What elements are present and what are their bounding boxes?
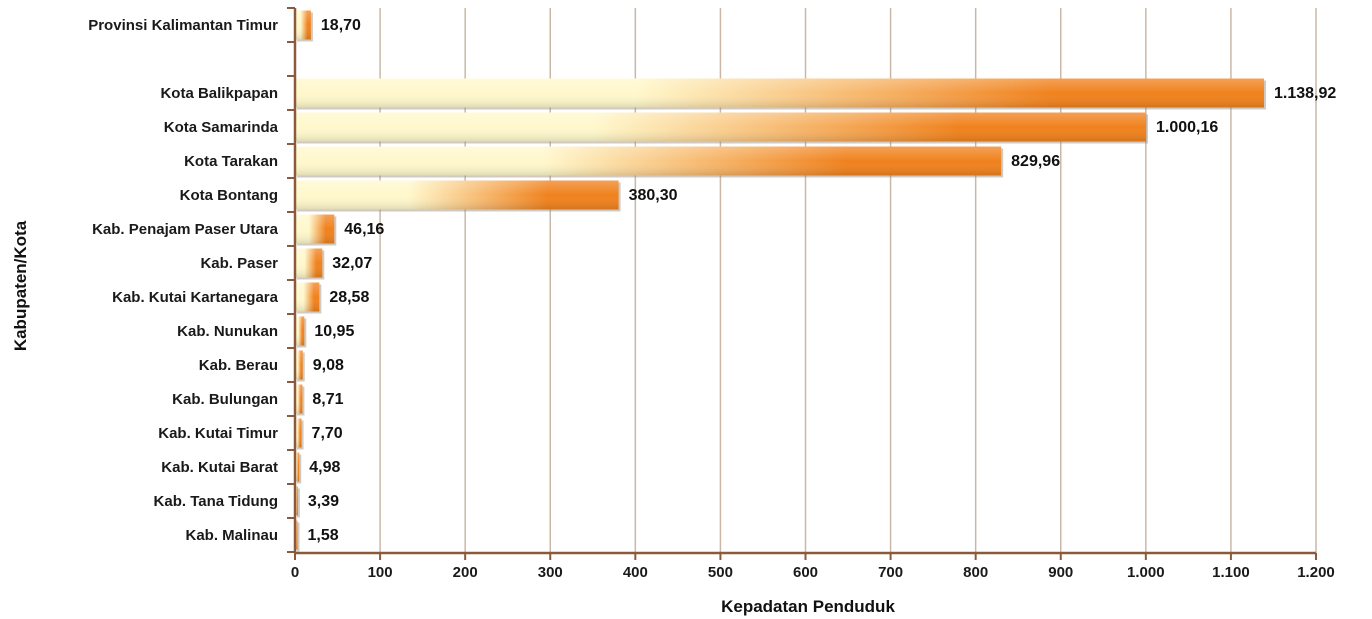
category-label: Kab. Kutai Barat	[161, 459, 278, 476]
value-label: 18,70	[321, 17, 361, 34]
category-label: Kota Bontang	[180, 187, 278, 204]
x-tick-label: 700	[878, 564, 903, 581]
category-label: Kota Balikpapan	[160, 85, 278, 102]
x-axis-title: Kepadatan Penduduk	[721, 597, 895, 616]
labels-layer: 0 100 200 300 400 500 600 700 800 900 1.000 1.100 1.…	[88, 17, 1336, 581]
x-tick-label: 900	[1048, 564, 1073, 581]
category-label: Kota Samarinda	[164, 119, 279, 136]
category-label: Kab. Berau	[199, 357, 278, 374]
category-label: Provinsi Kalimantan Timur	[88, 17, 278, 34]
category-label: Kab. Tana Tidung	[154, 493, 278, 510]
bar-shadow	[297, 522, 300, 552]
bar-highlight	[295, 180, 619, 210]
category-label: Kab. Bulungan	[172, 391, 278, 408]
value-label: 829,96	[1011, 153, 1060, 170]
category-label: Kab. Nunukan	[177, 323, 278, 340]
bar-shadow	[297, 488, 300, 518]
bar-highlight	[295, 350, 303, 380]
value-label: 9,08	[313, 357, 344, 374]
x-tick-label: 800	[963, 564, 988, 581]
bar-highlight	[295, 418, 302, 448]
category-label: Kab. Kutai Kartanegara	[112, 289, 279, 306]
x-tick-label: 300	[538, 564, 563, 581]
bar-highlight	[295, 146, 1002, 176]
axis-layer	[287, 7, 1317, 560]
value-label: 1.138,92	[1274, 85, 1336, 102]
x-tick-label: 1.000	[1127, 564, 1165, 581]
x-tick-label: 200	[453, 564, 478, 581]
x-tick-label: 500	[708, 564, 733, 581]
category-label: Kab. Penajam Paser Utara	[92, 221, 279, 238]
bar-highlight	[295, 384, 303, 414]
value-label: 46,16	[344, 221, 384, 238]
x-tick-label: 1.200	[1297, 564, 1335, 581]
value-label: 4,98	[309, 459, 340, 476]
category-label: Kab. Malinau	[185, 527, 278, 544]
value-label: 7,70	[312, 425, 343, 442]
bar-highlight	[295, 486, 298, 516]
x-tick-label: 100	[368, 564, 393, 581]
value-label: 1.000,16	[1156, 119, 1218, 136]
value-label: 1,58	[308, 527, 339, 544]
value-label: 32,07	[332, 255, 372, 272]
value-label: 3,39	[308, 493, 339, 510]
bar-highlight	[295, 316, 305, 346]
value-label: 380,30	[629, 187, 678, 204]
value-label: 8,71	[312, 391, 343, 408]
category-label: Kota Tarakan	[184, 153, 278, 170]
bar-highlight	[295, 10, 311, 40]
bar-highlight	[295, 282, 320, 312]
bar-highlight	[295, 112, 1146, 142]
bar-highlight	[295, 214, 335, 244]
bars-layer	[295, 10, 1267, 552]
category-label: Kab. Paser	[200, 255, 278, 272]
value-label: 28,58	[329, 289, 369, 306]
bar-highlight	[295, 452, 300, 482]
bar-highlight	[295, 78, 1265, 108]
x-tick-label: 400	[623, 564, 648, 581]
x-tick-label: 1.100	[1212, 564, 1250, 581]
x-tick-label: 600	[793, 564, 818, 581]
y-axis-title: Kabupaten/Kota	[11, 220, 30, 351]
bar-highlight	[295, 248, 323, 278]
x-tick-label: 0	[291, 564, 299, 581]
category-label: Kab. Kutai Timur	[158, 425, 278, 442]
value-label: 10,95	[314, 323, 354, 340]
